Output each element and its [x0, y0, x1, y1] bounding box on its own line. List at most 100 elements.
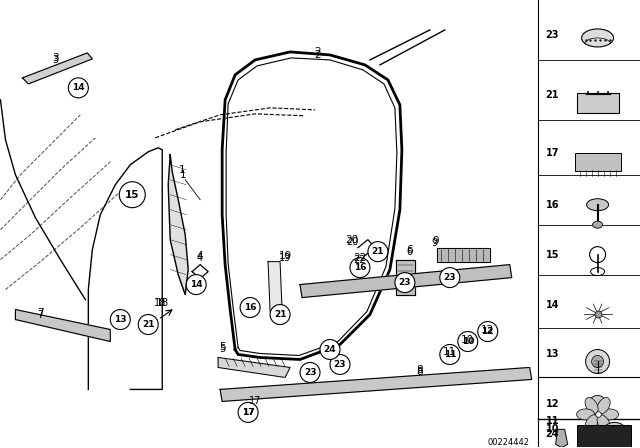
FancyBboxPatch shape [577, 426, 630, 448]
Text: 4: 4 [197, 250, 204, 261]
Text: 12: 12 [481, 327, 494, 336]
Text: 8: 8 [417, 367, 423, 378]
FancyBboxPatch shape [577, 93, 619, 113]
Circle shape [350, 258, 370, 278]
Text: 7: 7 [37, 310, 44, 319]
Text: 8: 8 [417, 366, 423, 375]
Text: 9: 9 [432, 237, 438, 248]
Circle shape [110, 310, 131, 330]
Ellipse shape [593, 221, 603, 228]
Ellipse shape [589, 417, 605, 426]
Text: 14: 14 [190, 280, 202, 289]
Circle shape [119, 182, 145, 208]
Circle shape [138, 314, 158, 335]
Text: 2: 2 [315, 50, 321, 60]
Text: 9: 9 [433, 236, 439, 246]
Circle shape [611, 432, 619, 440]
Text: 21: 21 [372, 247, 384, 256]
Circle shape [440, 267, 460, 288]
Text: 1: 1 [179, 165, 186, 175]
Text: 13: 13 [546, 349, 559, 359]
Circle shape [607, 428, 623, 444]
Polygon shape [396, 260, 415, 295]
Text: 23: 23 [546, 30, 559, 40]
Polygon shape [168, 155, 188, 295]
Text: 1: 1 [180, 170, 186, 180]
Text: 17: 17 [242, 408, 255, 417]
Text: 16: 16 [354, 263, 366, 272]
Text: 20: 20 [346, 235, 358, 245]
Polygon shape [218, 358, 290, 378]
Text: 3: 3 [52, 55, 58, 65]
Circle shape [586, 349, 609, 374]
Text: 15: 15 [546, 250, 559, 260]
Text: 19: 19 [279, 253, 291, 263]
Text: 23: 23 [304, 368, 316, 377]
Ellipse shape [585, 397, 598, 414]
Text: 4: 4 [196, 253, 202, 263]
Text: 17: 17 [546, 148, 559, 158]
Circle shape [458, 332, 478, 352]
Text: 23: 23 [333, 360, 346, 369]
Circle shape [300, 362, 320, 383]
Text: 15: 15 [125, 190, 140, 200]
Circle shape [270, 305, 290, 324]
Circle shape [186, 275, 206, 295]
Text: 24: 24 [324, 345, 336, 354]
Text: 16: 16 [546, 200, 559, 210]
Polygon shape [22, 53, 92, 84]
Text: 12: 12 [546, 400, 559, 409]
Text: 10: 10 [461, 337, 474, 346]
Ellipse shape [587, 199, 609, 211]
Text: 3: 3 [52, 53, 59, 63]
Text: 7: 7 [37, 307, 44, 318]
Text: 23: 23 [444, 273, 456, 282]
Text: 17: 17 [249, 396, 261, 406]
Polygon shape [300, 265, 512, 297]
Text: 21: 21 [142, 320, 154, 329]
Circle shape [395, 272, 415, 293]
Text: 22: 22 [354, 254, 366, 265]
Text: 23: 23 [399, 278, 411, 287]
Text: 14: 14 [72, 83, 84, 92]
Circle shape [600, 422, 628, 448]
Text: 10: 10 [461, 335, 474, 345]
Text: 20: 20 [346, 237, 358, 247]
Ellipse shape [597, 397, 610, 414]
FancyBboxPatch shape [575, 153, 621, 171]
Text: 18: 18 [156, 297, 169, 308]
Text: 16: 16 [244, 303, 257, 312]
Text: 19: 19 [278, 250, 292, 261]
Text: 14: 14 [546, 300, 559, 310]
Text: 24: 24 [546, 429, 559, 439]
Text: 12: 12 [481, 324, 494, 335]
Polygon shape [220, 367, 532, 401]
Ellipse shape [585, 415, 598, 431]
Text: 11: 11 [444, 350, 456, 359]
Ellipse shape [597, 415, 610, 431]
Text: 18: 18 [154, 297, 166, 308]
Circle shape [330, 354, 350, 375]
Polygon shape [15, 310, 110, 341]
Text: 21: 21 [274, 310, 286, 319]
Circle shape [368, 241, 388, 262]
Text: 17: 17 [242, 408, 255, 417]
Ellipse shape [577, 409, 595, 420]
Ellipse shape [582, 29, 614, 47]
Text: 21: 21 [546, 90, 559, 100]
Text: 5: 5 [219, 345, 225, 354]
Polygon shape [556, 429, 568, 448]
Circle shape [320, 340, 340, 359]
Text: 5: 5 [219, 342, 225, 353]
Text: 13: 13 [114, 315, 127, 324]
Text: 10: 10 [546, 424, 559, 435]
Text: 00224442: 00224442 [488, 438, 530, 447]
Circle shape [240, 297, 260, 318]
Circle shape [478, 322, 498, 341]
Text: 6: 6 [407, 247, 413, 257]
Circle shape [238, 402, 258, 422]
Circle shape [589, 396, 607, 414]
Circle shape [591, 355, 604, 367]
Text: 22: 22 [353, 253, 367, 263]
Text: 6: 6 [406, 245, 413, 254]
